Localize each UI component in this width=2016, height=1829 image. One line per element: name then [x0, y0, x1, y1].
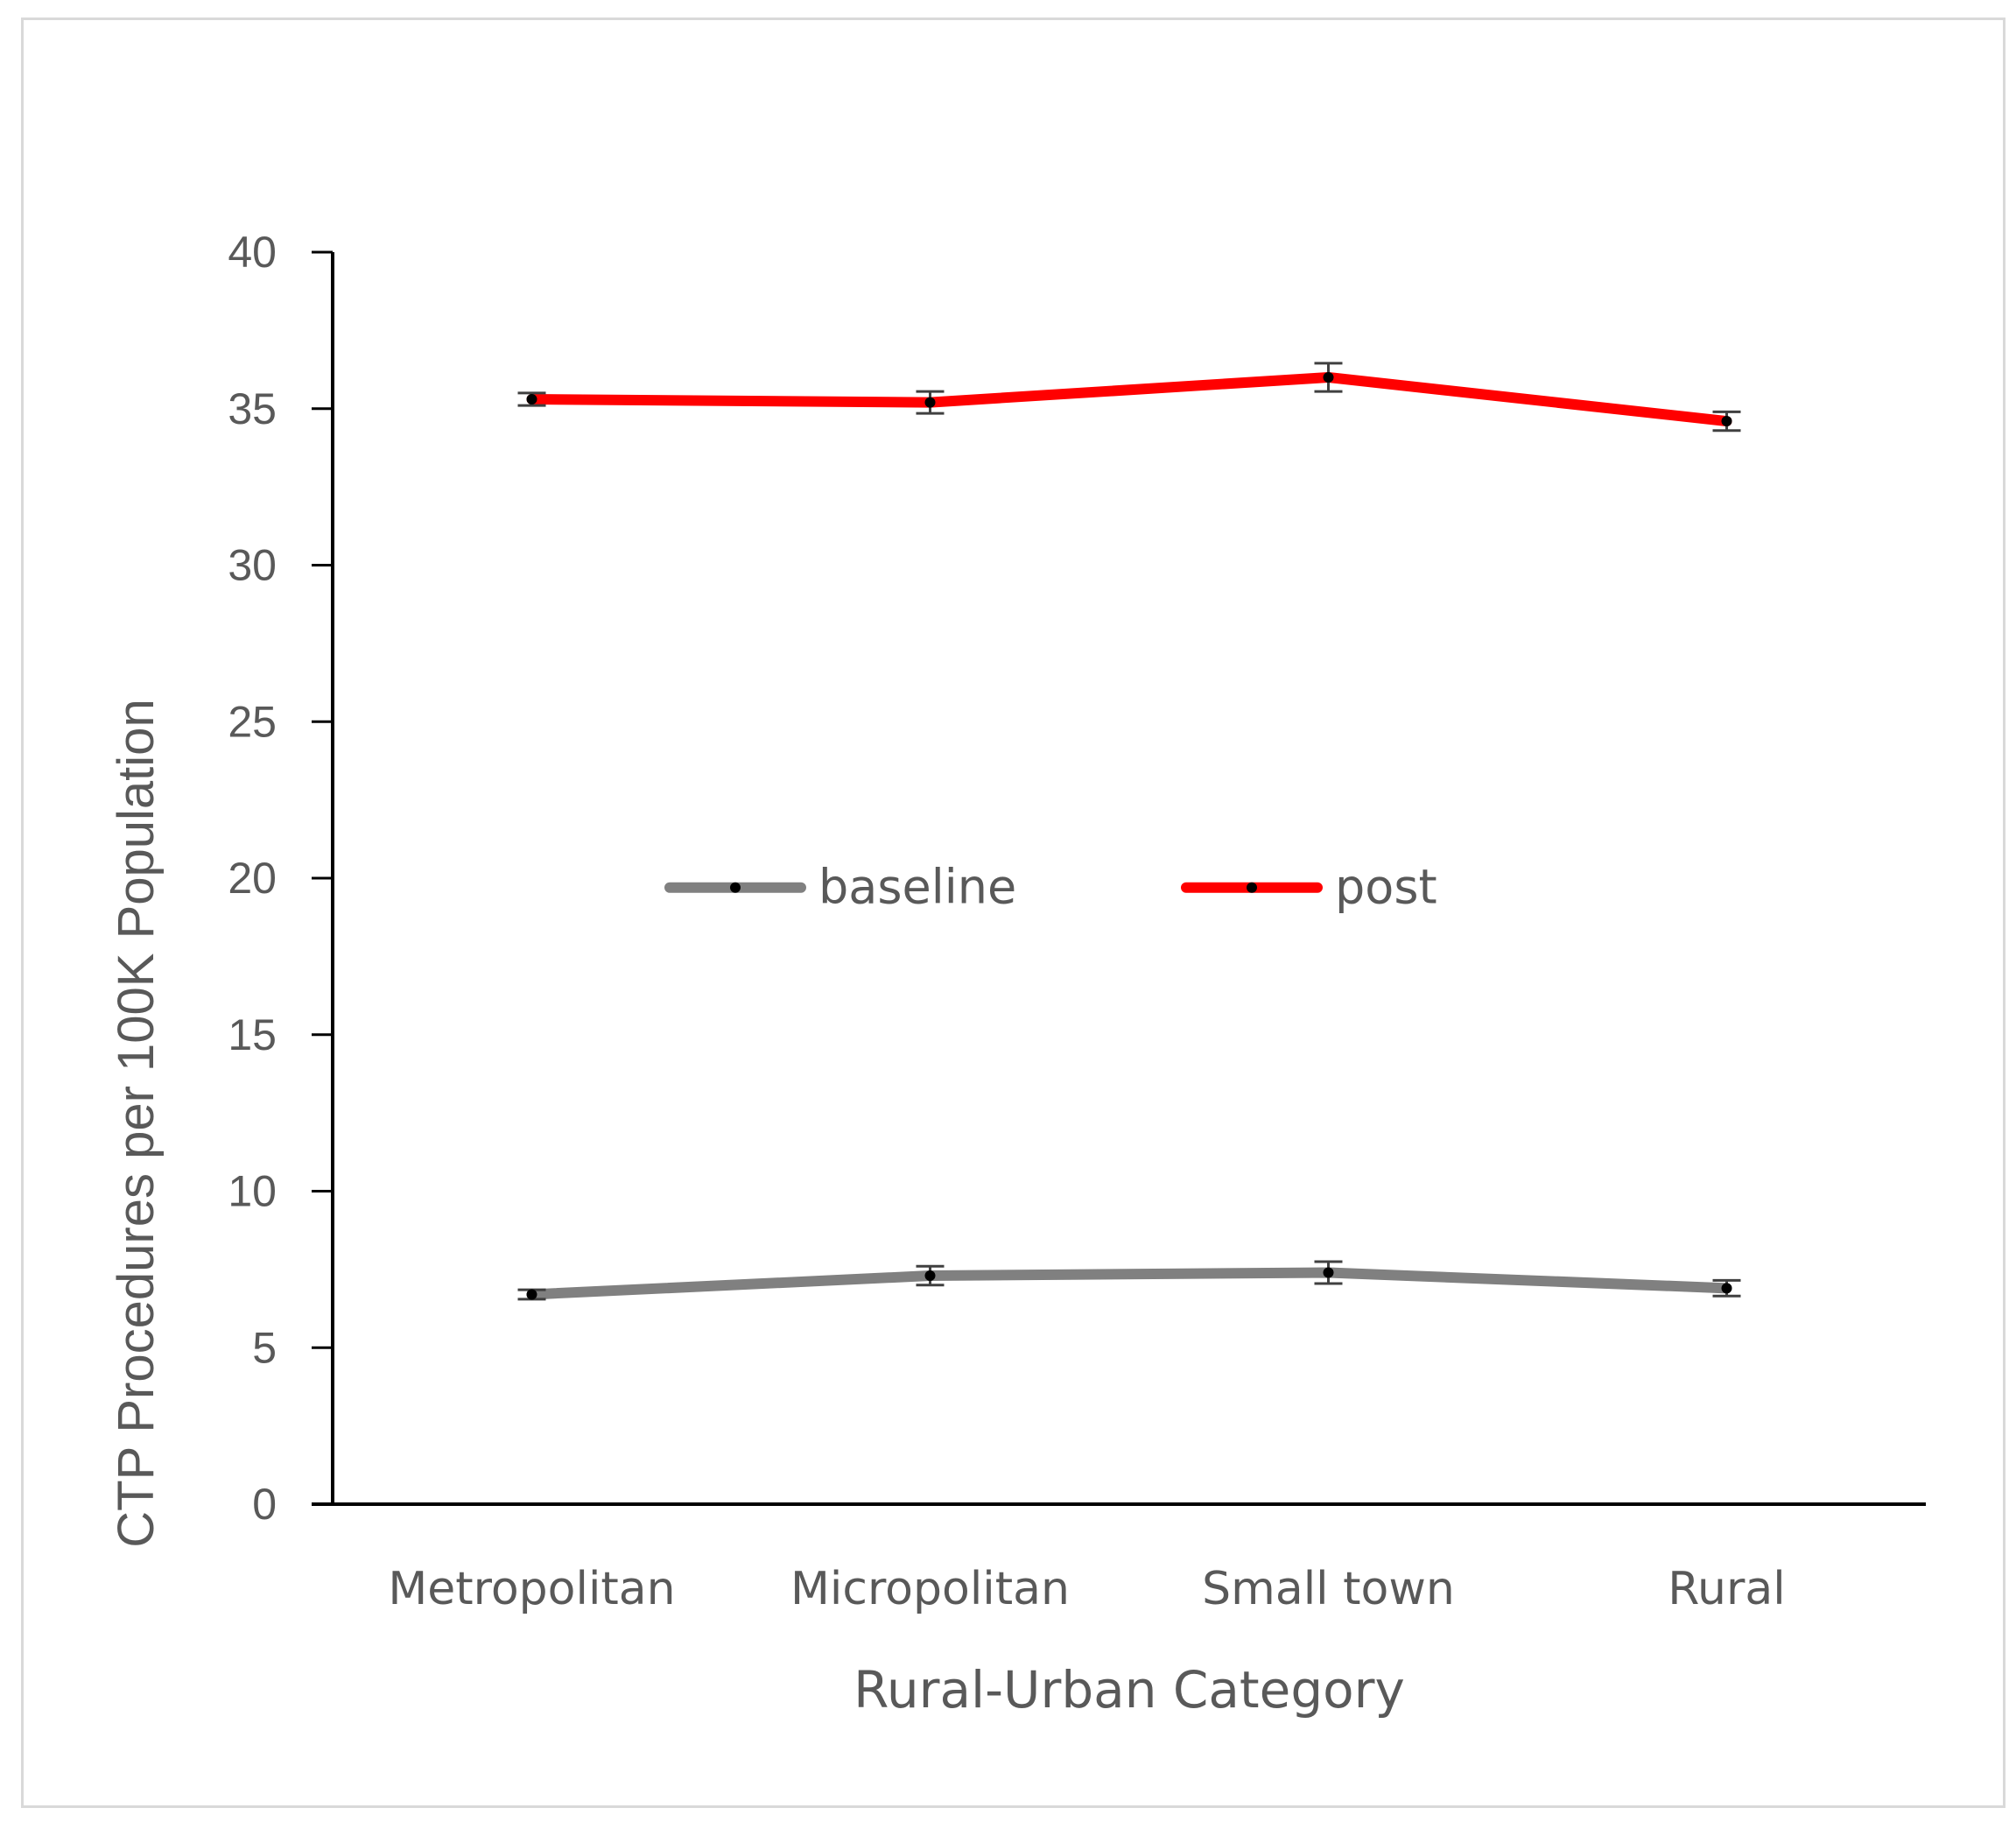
y-tick-label: 10 — [228, 1167, 277, 1216]
y-tick-label: 5 — [252, 1323, 277, 1372]
x-tick-label: Micropolitan — [790, 1563, 1070, 1615]
x-axis: Metropolitan Micropolitan Small town Rural — [312, 1502, 1926, 1615]
data-point — [1323, 1267, 1334, 1278]
y-axis-title: CTP Procedures per 100K Population — [108, 699, 165, 1547]
series-layer — [517, 362, 1741, 1301]
data-point — [1721, 416, 1732, 427]
y-tick-label: 20 — [228, 854, 277, 903]
y-axis: 0 5 10 15 20 25 30 35 40 — [228, 228, 334, 1529]
x-axis-title: Rural-Urban Category — [853, 1660, 1405, 1720]
y-tick-label: 40 — [228, 228, 277, 277]
series-baseline — [517, 1260, 1741, 1301]
legend-label-post: post — [1335, 860, 1437, 915]
data-point — [526, 394, 537, 405]
x-tick-label: Small town — [1202, 1563, 1455, 1615]
series-line-baseline — [526, 1267, 1732, 1300]
legend-marker-baseline — [730, 882, 741, 893]
y-tick-label: 25 — [228, 697, 277, 746]
chart-frame — [21, 18, 2005, 1808]
y-tick-label: 35 — [228, 384, 277, 433]
data-point — [1721, 1283, 1732, 1294]
y-tick-label: 0 — [252, 1480, 277, 1529]
series-line-post — [526, 372, 1732, 427]
legend: baseline post — [664, 860, 1437, 915]
data-point — [924, 1270, 936, 1282]
y-tick-label: 30 — [228, 541, 277, 590]
legend-marker-post — [1247, 882, 1257, 893]
data-point — [526, 1289, 537, 1300]
x-tick-label: Metropolitan — [388, 1563, 675, 1615]
series-post — [517, 362, 1741, 433]
y-tick-label: 15 — [228, 1010, 277, 1059]
data-point — [1323, 372, 1334, 383]
legend-label-baseline: baseline — [818, 860, 1016, 915]
data-point — [924, 397, 936, 408]
x-tick-label: Rural — [1668, 1563, 1785, 1615]
